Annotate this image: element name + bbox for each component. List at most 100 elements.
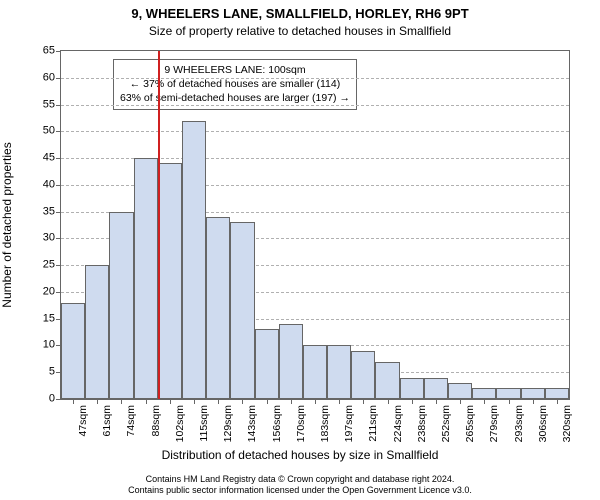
x-tick-label: 88sqm (150, 405, 162, 437)
x-tick-mark (218, 399, 219, 404)
x-tick-label: 143sqm (246, 405, 258, 442)
y-tick-label: 25 (43, 260, 55, 271)
x-tick-label: 156sqm (271, 405, 283, 442)
x-tick-mark (315, 399, 316, 404)
y-tick-label: 55 (43, 99, 55, 110)
y-tick-mark (56, 158, 61, 159)
bar (375, 362, 399, 399)
x-tick-label: 320sqm (561, 405, 573, 442)
x-tick-label: 293sqm (513, 405, 525, 442)
chart-title-main: 9, WHEELERS LANE, SMALLFIELD, HORLEY, RH… (0, 6, 600, 21)
bar (61, 303, 85, 399)
footer-line2: Contains public sector information licen… (0, 485, 600, 496)
bar (400, 378, 424, 399)
x-tick-mark (484, 399, 485, 404)
y-tick-label: 40 (43, 179, 55, 190)
x-tick-mark (170, 399, 171, 404)
callout-line3: 63% of semi-detached houses are larger (… (120, 91, 350, 105)
x-tick-mark (146, 399, 147, 404)
bar (472, 388, 496, 399)
x-tick-mark (436, 399, 437, 404)
x-tick-label: 183sqm (319, 405, 331, 442)
y-tick-mark (56, 399, 61, 400)
y-tick-mark (56, 212, 61, 213)
bar (134, 158, 158, 399)
footer-text: Contains HM Land Registry data © Crown c… (0, 474, 600, 497)
x-tick-label: 115sqm (198, 405, 210, 442)
y-tick-label: 15 (43, 313, 55, 324)
y-tick-label: 65 (43, 46, 55, 57)
bar (206, 217, 230, 399)
x-tick-mark (242, 399, 243, 404)
y-tick-label: 20 (43, 286, 55, 297)
bar (327, 345, 351, 399)
callout-line1: 9 WHEELERS LANE: 100sqm (120, 63, 350, 77)
x-tick-mark (339, 399, 340, 404)
gridline (61, 105, 569, 106)
x-tick-mark (412, 399, 413, 404)
bar (158, 163, 182, 399)
bar (230, 222, 254, 399)
x-tick-mark (363, 399, 364, 404)
x-tick-mark (557, 399, 558, 404)
bar (521, 388, 545, 399)
x-tick-label: 238sqm (416, 405, 428, 442)
x-tick-label: 279sqm (488, 405, 500, 442)
x-tick-mark (460, 399, 461, 404)
x-tick-label: 197sqm (343, 405, 355, 442)
y-tick-label: 30 (43, 233, 55, 244)
y-tick-label: 35 (43, 206, 55, 217)
y-axis-label: Number of detached properties (0, 142, 14, 307)
x-tick-mark (509, 399, 510, 404)
x-tick-label: 74sqm (125, 405, 137, 437)
y-tick-mark (56, 105, 61, 106)
x-tick-label: 129sqm (222, 405, 234, 442)
callout-line2: ← 37% of detached houses are smaller (11… (120, 77, 350, 91)
y-tick-mark (56, 265, 61, 266)
bar (496, 388, 520, 399)
bar (424, 378, 448, 399)
y-tick-mark (56, 78, 61, 79)
gridline (61, 131, 569, 132)
x-tick-mark (388, 399, 389, 404)
x-tick-mark (291, 399, 292, 404)
chart-container: 9, WHEELERS LANE, SMALLFIELD, HORLEY, RH… (0, 0, 600, 500)
bar (85, 265, 109, 399)
y-tick-mark (56, 131, 61, 132)
x-tick-label: 306sqm (537, 405, 549, 442)
x-tick-mark (73, 399, 74, 404)
x-axis-label: Distribution of detached houses by size … (0, 448, 600, 462)
callout-box: 9 WHEELERS LANE: 100sqm ← 37% of detache… (113, 59, 357, 110)
bar (351, 351, 375, 399)
x-tick-mark (121, 399, 122, 404)
y-tick-label: 5 (49, 367, 55, 378)
y-tick-label: 0 (49, 394, 55, 405)
y-tick-label: 50 (43, 126, 55, 137)
x-tick-mark (97, 399, 98, 404)
x-tick-label: 211sqm (367, 405, 379, 442)
y-tick-label: 60 (43, 72, 55, 83)
bar (255, 329, 279, 399)
x-tick-label: 265sqm (464, 405, 476, 442)
x-tick-label: 47sqm (77, 405, 89, 437)
y-tick-mark (56, 292, 61, 293)
x-tick-label: 170sqm (295, 405, 307, 442)
x-tick-label: 224sqm (392, 405, 404, 442)
bar (182, 121, 206, 399)
plot-area: 9 WHEELERS LANE: 100sqm ← 37% of detache… (60, 50, 570, 400)
x-tick-label: 61sqm (101, 405, 113, 437)
x-tick-mark (533, 399, 534, 404)
bar (448, 383, 472, 399)
y-tick-label: 45 (43, 153, 55, 164)
gridline (61, 78, 569, 79)
bar (303, 345, 327, 399)
footer-line1: Contains HM Land Registry data © Crown c… (0, 474, 600, 485)
bar (109, 212, 133, 399)
x-tick-label: 252sqm (440, 405, 452, 442)
x-tick-mark (267, 399, 268, 404)
bar (279, 324, 303, 399)
y-tick-mark (56, 51, 61, 52)
y-tick-mark (56, 185, 61, 186)
x-tick-mark (194, 399, 195, 404)
y-tick-label: 10 (43, 340, 55, 351)
